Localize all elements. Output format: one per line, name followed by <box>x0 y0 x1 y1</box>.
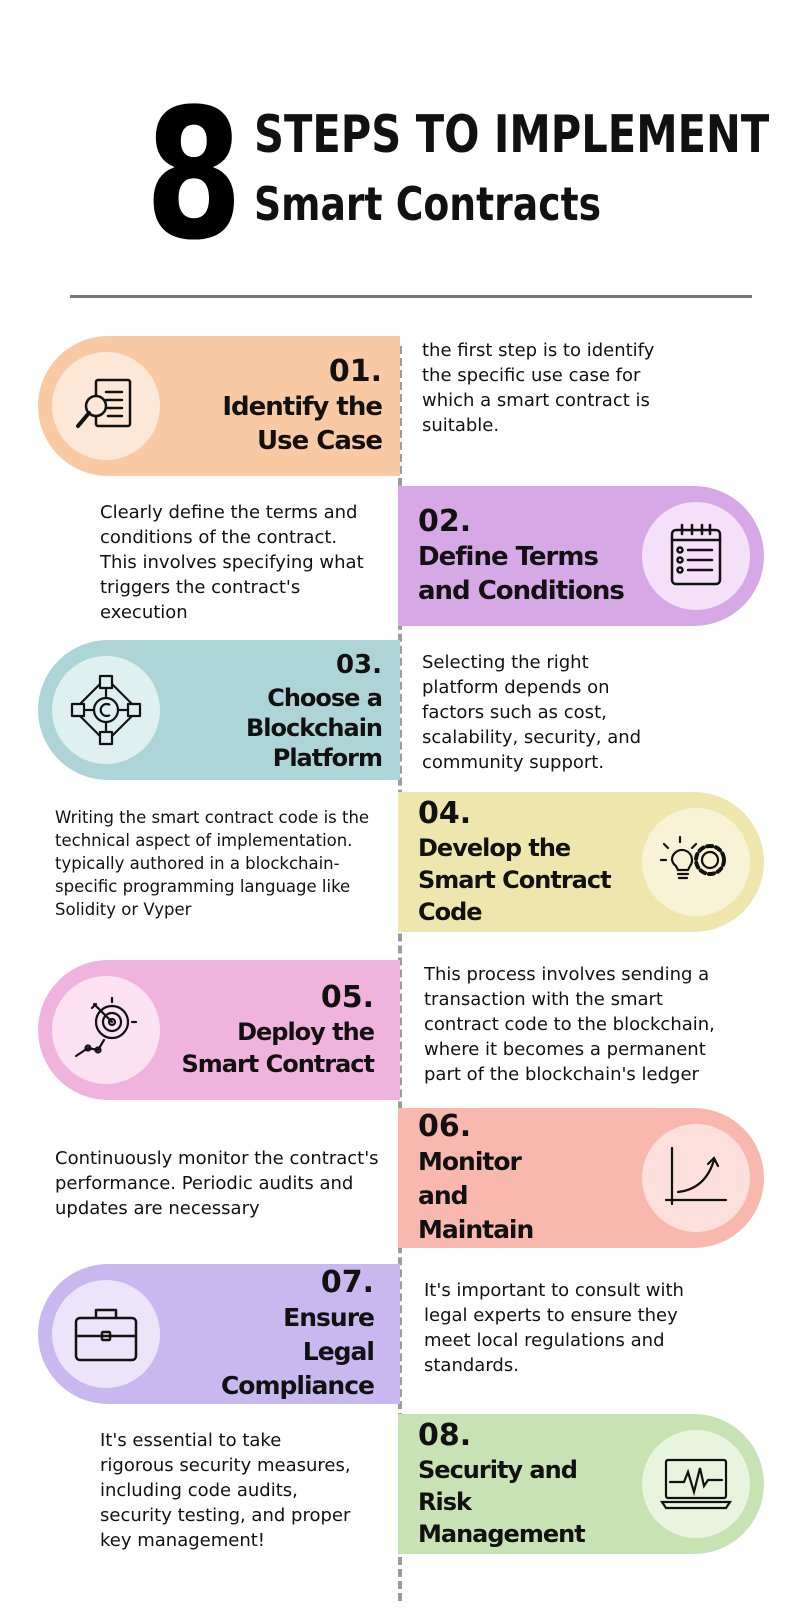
step-6-description: Continuously monitor the contract's perf… <box>55 1148 379 1219</box>
step-4-icon-circle <box>642 808 750 916</box>
step-3-number: 03. <box>335 650 382 680</box>
step-7-title: Ensure Legal Compliance <box>220 1303 375 1400</box>
step-1-icon-circle <box>52 352 160 460</box>
step-8-number: 08. <box>418 1418 472 1453</box>
step-7-banner: 07. Ensure Legal Compliance <box>38 1264 400 1404</box>
step-4-number: 04. <box>418 796 472 831</box>
title-line-2: Smart Contracts <box>254 177 602 231</box>
step-3-icon-circle <box>52 656 160 764</box>
step-5-title: Deploy the Smart Contract <box>181 1018 375 1078</box>
big-number: 8 <box>145 71 243 280</box>
step-2-number: 02. <box>418 504 472 539</box>
step-1-label: 01. Identify the Use Case <box>182 336 383 476</box>
step-7-number: 07. <box>320 1265 374 1300</box>
step-8-icon-circle <box>642 1430 750 1538</box>
step-3-banner: 03. Choose a Blockchain Platform <box>38 640 400 780</box>
monitor-heartbeat-icon <box>659 1458 733 1510</box>
step-3-title: Choose a Blockchain Platform <box>245 684 383 772</box>
step-5-description: This process involves sending a transact… <box>424 964 715 1085</box>
step-1-banner: 01. Identify the Use Case <box>38 336 400 476</box>
step-5-label: 05. Deploy the Smart Contract <box>174 960 375 1100</box>
header: 8 STEPS TO IMPLEMENT Smart Contracts <box>0 0 800 310</box>
step-6-label: 06. Monitor and Maintain <box>418 1108 578 1248</box>
blockchain-network-icon <box>70 674 142 746</box>
step-4-title: Develop the Smart Contract Code <box>418 834 612 926</box>
step-4-banner: 04. Develop the Smart Contract Code <box>398 792 764 932</box>
step-4-label: 04. Develop the Smart Contract Code <box>418 792 638 932</box>
target-path-icon <box>74 996 138 1058</box>
step-6-banner: 06. Monitor and Maintain <box>398 1108 764 1248</box>
header-divider <box>70 295 752 298</box>
checklist-icon <box>670 523 722 586</box>
briefcase-icon <box>74 1308 138 1362</box>
step-2-description: Clearly define the terms and conditions … <box>100 502 364 623</box>
step-2-banner: 02. Define Terms and Conditions <box>398 486 764 626</box>
step-5-number: 05. <box>320 980 374 1015</box>
step-8-title: Security and Risk Management <box>418 1456 586 1548</box>
lightbulb-gear-icon <box>659 835 726 880</box>
step-5-banner: 05. Deploy the Smart Contract <box>38 960 400 1100</box>
step-8-description: It's essential to take rigorous security… <box>100 1430 351 1551</box>
step-3-description: Selecting the right platform depends on … <box>422 652 642 773</box>
growth-chart-icon <box>664 1146 728 1206</box>
step-2-label: 02. Define Terms and Conditions <box>418 486 638 626</box>
step-5-icon-circle <box>52 976 160 1084</box>
step-6-number: 06. <box>418 1109 472 1144</box>
magnifier-document-icon <box>76 378 132 428</box>
timeline-dashed-line <box>398 346 402 1601</box>
step-4-description: Writing the smart contract code is the t… <box>55 808 370 919</box>
step-6-title: Monitor and Maintain <box>418 1147 534 1244</box>
step-1-number: 01. <box>328 354 382 389</box>
step-3-label: 03. Choose a Blockchain Platform <box>162 640 383 780</box>
step-2-title: Define Terms and Conditions <box>418 542 625 606</box>
step-7-icon-circle <box>52 1280 160 1388</box>
step-6-icon-circle <box>642 1124 750 1232</box>
title-line-1: STEPS TO IMPLEMENT <box>254 105 770 165</box>
step-8-label: 08. Security and Risk Management <box>418 1414 618 1554</box>
step-7-description: It's important to consult with legal exp… <box>424 1280 684 1376</box>
step-1-description: the first step is to identify the specif… <box>422 340 655 436</box>
step-7-label: 07. Ensure Legal Compliance <box>214 1264 375 1404</box>
step-8-banner: 08. Security and Risk Management <box>398 1414 764 1554</box>
step-1-title: Identify the Use Case <box>222 392 383 456</box>
step-2-icon-circle <box>642 502 750 610</box>
